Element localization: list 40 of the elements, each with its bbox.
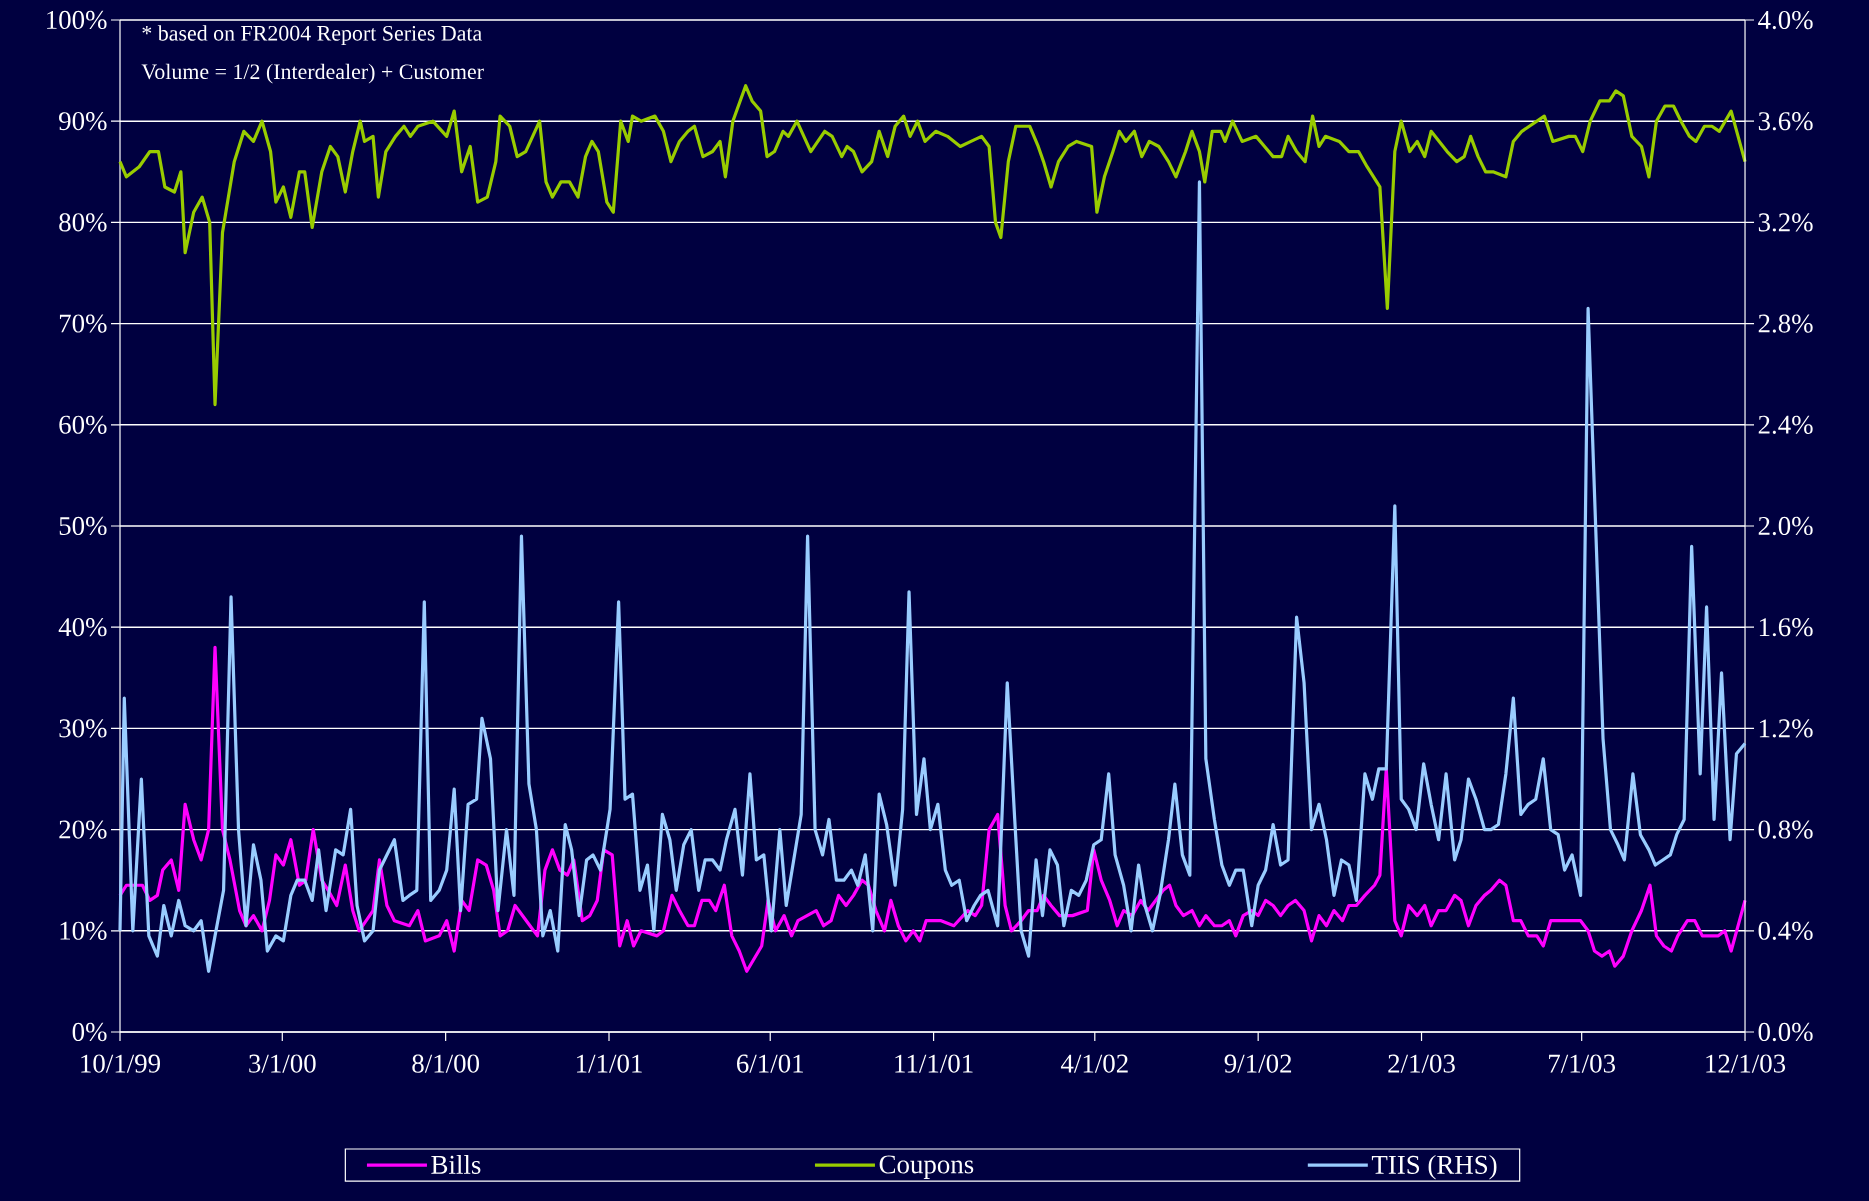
x-tick-label: 7/1/03 (1549, 1054, 1616, 1073)
x-tick-label: 11/1/01 (895, 1054, 973, 1073)
y-tick-label: 90% (59, 112, 107, 131)
y-tick-label: 20% (59, 820, 107, 839)
line-series (118, 180, 1747, 973)
x-tick-label: 1/1/01 (576, 1054, 642, 1073)
legend-label: TIIS (RHS) (1371, 1154, 1497, 1180)
y2-tick-label: 0.0% (1758, 1022, 1813, 1042)
y-tick-label: 100% (47, 10, 107, 30)
y2-tick-label: 2.8% (1758, 314, 1813, 333)
x-tick-label: 3/1/00 (249, 1054, 316, 1073)
y2-tick-label: 4.0% (1758, 10, 1813, 30)
y2-tick-label: 1.6% (1759, 618, 1813, 637)
y2-tick-label: 2.0% (1758, 516, 1813, 536)
y-tick-label: 60% (59, 415, 107, 434)
x-tick-label: 4/1/02 (1060, 1054, 1128, 1073)
x-tick-label: 12/1/03 (1706, 1054, 1786, 1073)
x-tick-label: 10/1/99 (81, 1054, 160, 1073)
y2-tick-label: 1.2% (1759, 719, 1813, 738)
y2-tick-label: 0.8% (1758, 820, 1813, 839)
y2-tick-label: 3.6% (1758, 112, 1813, 131)
y2-tick-label: 3.2% (1758, 213, 1813, 232)
annotation: Volume = 1/2 (Interdealer) + Customer (141, 63, 484, 84)
y-tick-label: 40% (58, 618, 107, 637)
legend-label: Coupons (879, 1155, 974, 1179)
x-tick-label: 2/1/03 (1388, 1054, 1455, 1073)
y-tick-label: 0% (72, 1022, 107, 1042)
legend-label: Bills (431, 1154, 481, 1174)
annotation: * based on FR2004 Report Series Data (142, 25, 482, 46)
y2-tick-label: 2.4% (1758, 415, 1813, 434)
y-tick-label: 30% (59, 719, 107, 738)
y-tick-label: 50% (59, 516, 107, 536)
x-tick-label: 8/1/00 (412, 1054, 479, 1073)
x-tick-label: 9/1/02 (1224, 1054, 1292, 1073)
line-series (118, 84, 1747, 407)
y2-tick-label: 0.4% (1758, 921, 1813, 940)
x-tick-label: 6/1/01 (737, 1054, 803, 1073)
y-tick-label: 70% (59, 314, 107, 333)
y-tick-label: 10% (60, 921, 107, 940)
y-tick-label: 80% (59, 213, 107, 232)
